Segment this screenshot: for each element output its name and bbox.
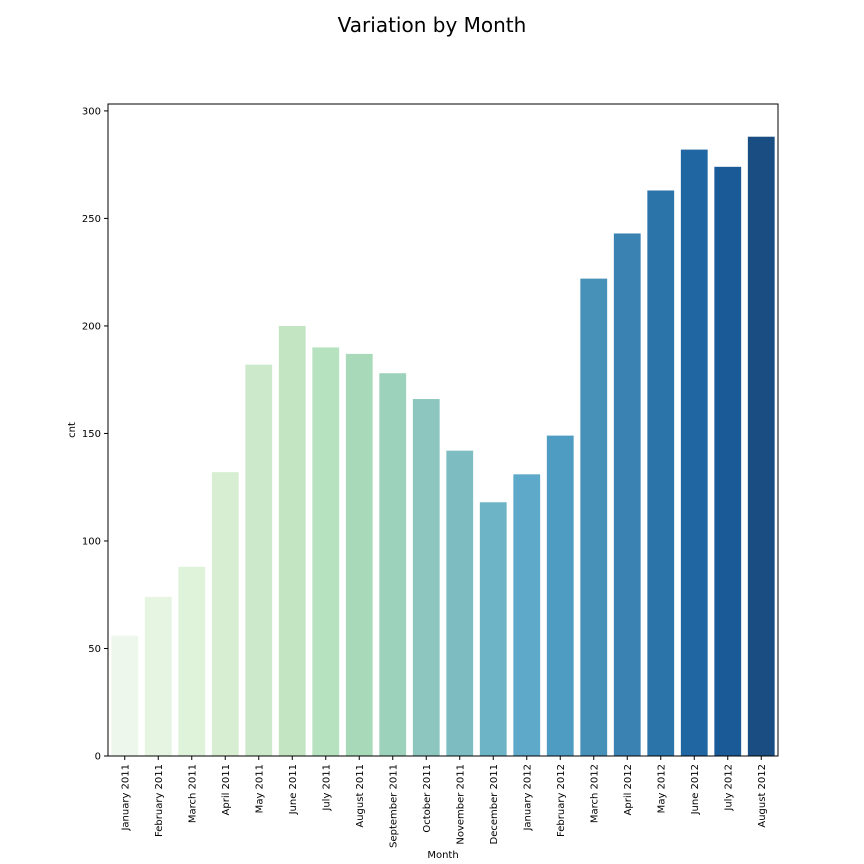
x-tick-label: January 2012 [522, 764, 533, 832]
x-tick-label: December 2011 [489, 764, 500, 844]
x-axis-label: Month [427, 850, 458, 861]
x-tick-label: November 2011 [455, 764, 466, 845]
bar [747, 136, 775, 757]
x-tick-label: September 2011 [388, 764, 399, 848]
y-tick-label: 50 [88, 644, 101, 655]
y-tick-label: 0 [95, 752, 101, 763]
x-tick-label: March 2011 [187, 764, 198, 823]
y-tick-label: 100 [82, 536, 101, 547]
y-tick-label: 200 [82, 321, 101, 332]
x-tick-label: February 2012 [556, 764, 567, 837]
bar [546, 435, 574, 756]
x-tick-label: July 2011 [321, 764, 332, 812]
bar [312, 347, 340, 756]
bar [278, 325, 306, 756]
bar [245, 364, 273, 756]
x-tick-label: May 2012 [656, 764, 667, 813]
bar [144, 596, 172, 756]
y-axis-label: cnt [67, 422, 78, 438]
bar [178, 566, 206, 756]
y-tick-label: 150 [82, 429, 101, 440]
y-tick-label: 300 [82, 106, 101, 117]
bar [211, 472, 239, 756]
bar [647, 190, 675, 756]
plot-frame [107, 103, 779, 757]
bar [613, 233, 641, 756]
bar [412, 399, 440, 756]
x-tick-label: August 2012 [757, 764, 768, 828]
bar [580, 278, 608, 756]
bar [479, 502, 507, 756]
bar [111, 635, 139, 756]
bar [513, 474, 541, 756]
x-tick-label: August 2011 [355, 764, 366, 828]
x-tick-label: April 2012 [623, 764, 634, 815]
bar [446, 450, 474, 756]
x-tick-label: May 2011 [254, 764, 265, 813]
bar [345, 353, 373, 756]
x-tick-label: July 2012 [723, 764, 734, 812]
bar [379, 373, 407, 756]
y-tick-label: 250 [82, 214, 101, 225]
x-tick-label: April 2011 [221, 764, 232, 815]
x-tick-label: June 2012 [690, 764, 701, 815]
x-tick-label: March 2012 [589, 764, 600, 823]
x-tick-label: October 2011 [422, 764, 433, 833]
x-tick-label: February 2011 [154, 764, 165, 837]
plot-area: 0 50 100 150 200 250 300 January 2011 February 2… [82, 103, 779, 848]
x-tick-label: January 2011 [120, 764, 131, 832]
bar [680, 149, 708, 756]
chart-title: Variation by Month [338, 13, 527, 37]
x-tick-label: June 2011 [288, 764, 299, 815]
bar [714, 166, 742, 757]
